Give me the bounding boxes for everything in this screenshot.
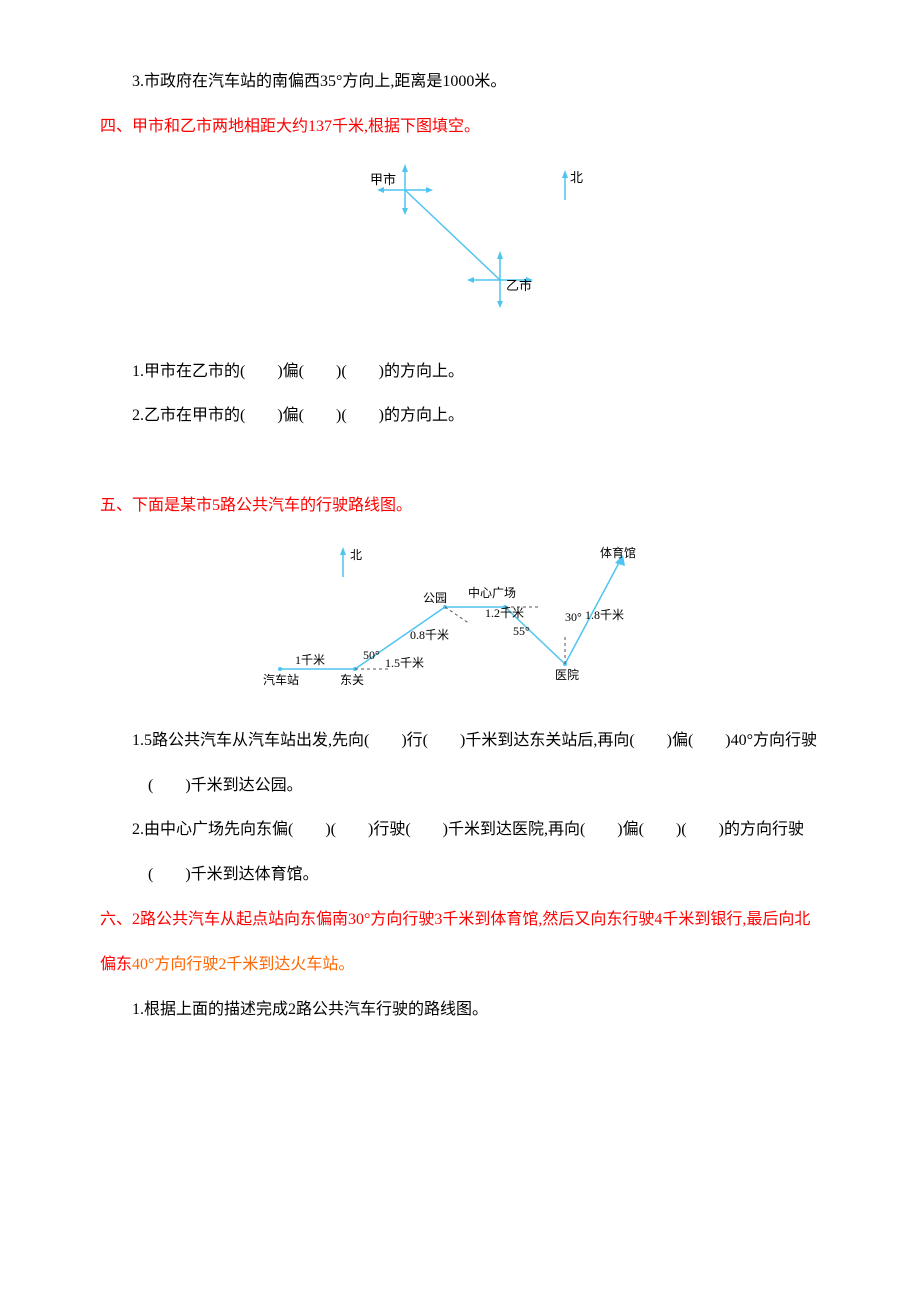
ang-2: 55° — [513, 624, 530, 638]
section-5-heading: 五、下面是某市5路公共汽车的行驶路线图。 — [100, 484, 820, 529]
dist-1: 1千米 — [295, 653, 325, 667]
diagram-sec4: 甲市 乙市 北 — [100, 160, 820, 330]
dist-3: 0.8千米 — [410, 628, 449, 642]
q3-text: 3.市政府在汽车站的南偏西35°方向上,距离是1000米。 — [100, 60, 820, 105]
label-park: 公园 — [423, 591, 447, 605]
label-bus: 汽车站 — [263, 672, 299, 687]
label-center: 中心广场 — [468, 585, 516, 600]
section-6-heading: 六、2路公共汽车从起点站向东偏南30°方向行驶3千米到体育馆,然后又向东行驶4千… — [100, 898, 820, 988]
svg-city-diagram: 甲市 乙市 北 — [320, 160, 600, 330]
label-yi: 乙市 — [506, 278, 532, 293]
sec5-q2: 2.由中心广场先向东偏( )( )行驶( )千米到达医院,再向( )偏( )( … — [100, 808, 820, 898]
dist-5: 1.8千米 — [585, 608, 624, 622]
label-dongguan: 东关 — [340, 673, 364, 687]
label-hospital: 医院 — [555, 668, 579, 682]
document-page: 3.市政府在汽车站的南偏西35°方向上,距离是1000米。 四、甲市和乙市两地相… — [0, 0, 920, 1092]
north-arrow-4 — [562, 170, 568, 200]
label-jia: 甲市 — [370, 172, 396, 187]
sec6-h-part2: 40°方向行驶2千米到达火车站。 — [132, 956, 354, 973]
svg-bus-route: 北 — [245, 539, 675, 699]
sec4-q1: 1.甲市在乙市的( )偏( )( )的方向上。 — [100, 350, 820, 395]
section-4-heading: 四、甲市和乙市两地相距大约137千米,根据下图填空。 — [100, 105, 820, 150]
sec5-q1: 1.5路公共汽车从汽车站出发,先向( )行( )千米到达东关站后,再向( )偏(… — [100, 719, 820, 809]
label-north-5: 北 — [350, 548, 362, 562]
label-north-4: 北 — [570, 170, 583, 185]
connect-line — [405, 190, 500, 280]
north-arrow-5 — [340, 547, 346, 577]
diagram-sec5: 北 — [100, 539, 820, 699]
dist-4: 1.2千米 — [485, 606, 524, 620]
ang-1: 50° — [363, 648, 380, 662]
sec6-q1: 1.根据上面的描述完成2路公共汽车行驶的路线图。 — [100, 988, 820, 1033]
label-gym: 体育馆 — [600, 545, 636, 560]
dist-2: 1.5千米 — [385, 656, 424, 670]
ang-3: 30° — [565, 610, 582, 624]
sec4-q2: 2.乙市在甲市的( )偏( )( )的方向上。 — [100, 394, 820, 439]
